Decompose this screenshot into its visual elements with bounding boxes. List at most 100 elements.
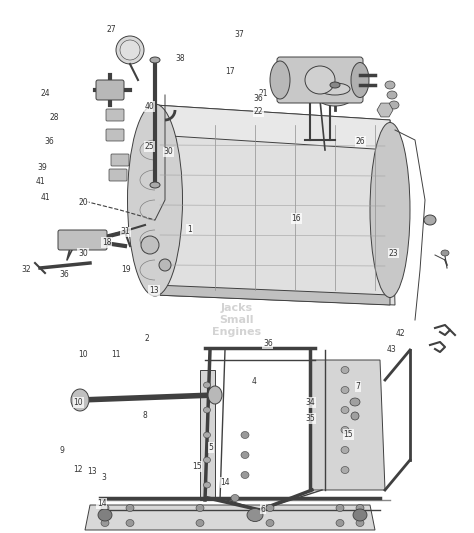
Ellipse shape [241, 432, 249, 439]
Ellipse shape [116, 36, 144, 64]
Ellipse shape [341, 447, 349, 454]
Ellipse shape [126, 505, 134, 512]
Text: 15: 15 [344, 430, 353, 439]
Text: 41: 41 [36, 177, 45, 185]
Polygon shape [155, 105, 390, 150]
Text: 25: 25 [145, 142, 154, 151]
Text: 37: 37 [235, 30, 244, 39]
Polygon shape [310, 360, 385, 490]
Text: 36: 36 [254, 94, 263, 103]
Ellipse shape [150, 57, 160, 63]
Ellipse shape [203, 432, 210, 438]
Ellipse shape [71, 389, 89, 411]
Text: 40: 40 [145, 102, 154, 111]
Text: 24: 24 [40, 89, 50, 98]
Ellipse shape [353, 509, 367, 521]
Text: 28: 28 [50, 113, 59, 122]
Ellipse shape [341, 426, 349, 433]
Text: 34: 34 [306, 398, 315, 407]
Text: 12: 12 [73, 465, 83, 473]
Ellipse shape [370, 123, 410, 297]
Ellipse shape [266, 520, 274, 527]
Polygon shape [200, 370, 215, 500]
Ellipse shape [203, 482, 210, 488]
Ellipse shape [203, 407, 210, 413]
Text: 14: 14 [220, 478, 230, 487]
Ellipse shape [270, 61, 290, 99]
Ellipse shape [247, 508, 263, 521]
Text: 36: 36 [45, 137, 55, 146]
Text: 18: 18 [102, 238, 111, 247]
Ellipse shape [351, 412, 359, 420]
Ellipse shape [387, 91, 397, 99]
Ellipse shape [98, 509, 112, 521]
Ellipse shape [341, 407, 349, 414]
Text: 43: 43 [386, 345, 396, 353]
Ellipse shape [203, 457, 210, 463]
Text: 27: 27 [107, 25, 116, 34]
Ellipse shape [241, 451, 249, 458]
Text: 22: 22 [254, 108, 263, 116]
Ellipse shape [356, 505, 364, 512]
Polygon shape [155, 285, 390, 305]
Text: Jacks
Small
Engines: Jacks Small Engines [212, 303, 262, 337]
Text: 13: 13 [88, 467, 97, 476]
Text: 10: 10 [73, 398, 83, 407]
Ellipse shape [341, 466, 349, 473]
Text: 30: 30 [78, 249, 88, 257]
Text: 17: 17 [225, 68, 235, 76]
Ellipse shape [128, 104, 182, 296]
Ellipse shape [424, 215, 436, 225]
Ellipse shape [159, 259, 171, 271]
Text: 20: 20 [78, 198, 88, 207]
Text: 7: 7 [356, 382, 360, 391]
Ellipse shape [150, 182, 160, 188]
FancyBboxPatch shape [58, 230, 107, 250]
Ellipse shape [330, 82, 340, 88]
Text: 39: 39 [38, 164, 47, 172]
Ellipse shape [196, 520, 204, 527]
Ellipse shape [356, 520, 364, 527]
Ellipse shape [141, 236, 159, 254]
Ellipse shape [305, 66, 335, 94]
FancyBboxPatch shape [106, 109, 124, 121]
Ellipse shape [316, 84, 354, 106]
Ellipse shape [266, 505, 274, 512]
FancyBboxPatch shape [96, 80, 124, 100]
Text: 35: 35 [306, 414, 315, 423]
Text: 1: 1 [187, 225, 192, 233]
Polygon shape [377, 103, 393, 117]
Ellipse shape [336, 520, 344, 527]
Ellipse shape [351, 62, 369, 98]
Text: 21: 21 [258, 89, 268, 98]
Polygon shape [155, 105, 395, 305]
Text: 31: 31 [121, 228, 130, 236]
Text: 8: 8 [142, 411, 147, 420]
Ellipse shape [341, 367, 349, 374]
Ellipse shape [208, 386, 222, 404]
Text: 36: 36 [59, 270, 69, 279]
Text: 42: 42 [396, 329, 405, 337]
Text: 2: 2 [145, 334, 149, 343]
Text: 32: 32 [21, 265, 31, 273]
Text: 23: 23 [389, 249, 398, 257]
Text: 5: 5 [209, 443, 213, 452]
Ellipse shape [196, 505, 204, 512]
Ellipse shape [126, 520, 134, 527]
Text: 26: 26 [356, 137, 365, 146]
Text: 11: 11 [111, 350, 121, 359]
Ellipse shape [389, 101, 399, 109]
Ellipse shape [231, 495, 239, 502]
Text: 19: 19 [121, 265, 130, 273]
Text: 38: 38 [175, 54, 185, 63]
Ellipse shape [336, 505, 344, 512]
Text: 30: 30 [164, 148, 173, 156]
Text: 3: 3 [102, 473, 107, 481]
FancyBboxPatch shape [277, 57, 363, 103]
Ellipse shape [203, 382, 210, 388]
Text: 13: 13 [149, 286, 159, 295]
Text: 16: 16 [292, 214, 301, 223]
Ellipse shape [441, 250, 449, 256]
FancyBboxPatch shape [111, 154, 129, 166]
Ellipse shape [350, 398, 360, 406]
